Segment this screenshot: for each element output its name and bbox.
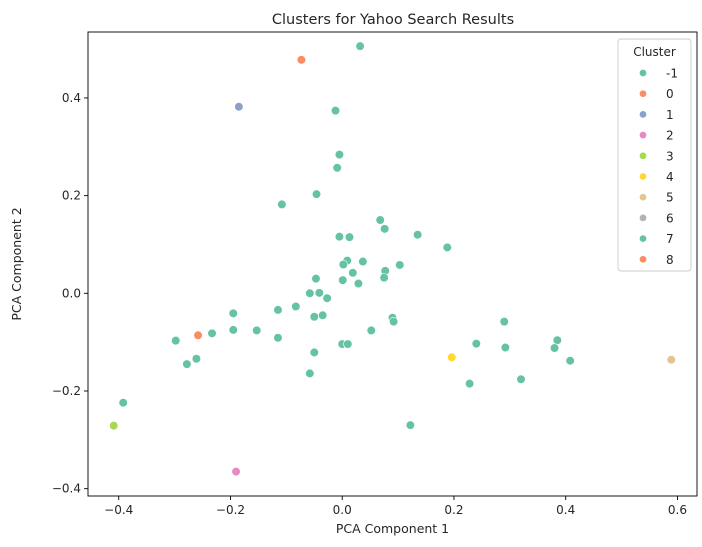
plot-area xyxy=(109,41,676,477)
data-point-cluster--1 xyxy=(465,379,475,389)
x-axis-label: PCA Component 1 xyxy=(336,521,449,536)
data-point-cluster--1 xyxy=(311,274,321,284)
data-point-cluster--1 xyxy=(314,288,324,298)
data-point-cluster--1 xyxy=(311,189,322,199)
data-point-cluster-3 xyxy=(109,421,119,431)
data-point-cluster--1 xyxy=(353,278,364,289)
data-point-cluster--1 xyxy=(277,199,287,210)
data-point-cluster--1 xyxy=(309,347,319,358)
data-point-cluster-0 xyxy=(296,55,307,65)
legend-title: Cluster xyxy=(633,45,676,59)
x-tick-label: 0.0 xyxy=(333,503,352,517)
data-point-cluster--1 xyxy=(118,398,128,408)
data-point-cluster--1 xyxy=(375,215,385,225)
chart-title: Clusters for Yahoo Search Results xyxy=(272,12,514,28)
legend-label-8: 8 xyxy=(666,253,674,267)
y-axis-label: PCA Component 2 xyxy=(9,207,24,320)
legend-label-1: 1 xyxy=(666,108,674,122)
legend-marker-5 xyxy=(639,193,647,202)
data-point-cluster--1 xyxy=(334,232,345,242)
legend-label-0: 0 xyxy=(666,87,674,101)
data-point-cluster--1 xyxy=(330,106,341,116)
data-point-cluster--1 xyxy=(322,293,332,303)
x-tick-label: −0.4 xyxy=(104,503,133,517)
data-point-cluster--1 xyxy=(291,301,301,312)
x-axis: −0.4 −0.2 0.0 0.2 0.4 0.6 xyxy=(104,496,687,517)
data-point-cluster--1 xyxy=(516,374,526,384)
legend-marker-1 xyxy=(639,110,647,119)
data-point-cluster--1 xyxy=(228,308,238,318)
data-point-cluster--1 xyxy=(499,317,509,327)
legend-marker-6 xyxy=(639,214,647,222)
data-point-cluster--1 xyxy=(379,273,389,283)
y-tick-label: 0.0 xyxy=(62,286,81,300)
data-point-cluster--1 xyxy=(273,305,283,315)
data-point-cluster--1 xyxy=(358,256,368,267)
data-point-cluster--1 xyxy=(309,312,319,322)
data-point-cluster--1 xyxy=(273,333,283,343)
data-point-cluster--1 xyxy=(380,224,390,234)
legend-marker-2 xyxy=(639,131,647,139)
legend-label-2: 2 xyxy=(666,129,674,143)
data-point-cluster--1 xyxy=(305,288,315,298)
data-point-cluster--1 xyxy=(389,317,399,327)
data-point-cluster--1 xyxy=(338,259,348,270)
data-point-cluster--1 xyxy=(565,356,575,366)
data-point-cluster--1 xyxy=(355,41,365,51)
x-tick-label: 0.6 xyxy=(668,503,687,517)
legend-marker-7 xyxy=(639,234,647,243)
data-point-cluster--1 xyxy=(334,149,345,160)
data-point-cluster--1 xyxy=(471,339,481,349)
data-point-cluster--1 xyxy=(207,328,217,338)
data-point-cluster-1 xyxy=(234,102,244,112)
data-point-cluster--1 xyxy=(305,368,315,379)
legend-marker-3 xyxy=(639,151,647,160)
data-point-cluster--1 xyxy=(552,335,562,345)
legend-marker--1 xyxy=(639,69,647,77)
data-point-cluster--1 xyxy=(500,342,510,353)
data-point-cluster--1 xyxy=(228,325,238,335)
legend-marker-8 xyxy=(639,255,647,264)
y-tick-label: 0.4 xyxy=(62,91,81,105)
legend-label-6: 6 xyxy=(666,211,674,225)
data-point-cluster-2 xyxy=(231,466,241,477)
data-point-cluster--1 xyxy=(413,230,423,240)
legend-marker-0 xyxy=(639,89,647,98)
data-point-cluster-5 xyxy=(666,355,676,365)
x-tick-label: 0.2 xyxy=(444,503,463,517)
y-tick-label: −0.2 xyxy=(52,384,81,398)
x-tick-label: −0.2 xyxy=(216,503,245,517)
data-point-cluster--1 xyxy=(343,339,353,349)
legend-label-3: 3 xyxy=(666,149,674,163)
y-axis: −0.4 −0.2 0.0 0.2 0.4 xyxy=(52,91,88,496)
legend: Cluster -1 0 1 2 3 4 5 6 7 8 xyxy=(617,38,692,272)
data-point-cluster--1 xyxy=(318,310,328,320)
data-point-cluster--1 xyxy=(332,163,342,173)
data-point-cluster--1 xyxy=(171,336,181,346)
data-point-cluster--1 xyxy=(348,268,358,278)
y-tick-label: 0.2 xyxy=(62,189,81,203)
data-point-cluster--1 xyxy=(366,325,376,336)
plot-frame xyxy=(87,31,698,497)
data-point-cluster-4 xyxy=(447,352,457,362)
data-point-cluster--1 xyxy=(405,420,415,430)
x-tick-label: 0.4 xyxy=(556,503,575,517)
legend-label--1: -1 xyxy=(666,67,678,81)
data-point-cluster--1 xyxy=(549,343,560,353)
legend-label-7: 7 xyxy=(666,232,674,246)
data-point-cluster--1 xyxy=(252,325,262,336)
y-tick-label: −0.4 xyxy=(52,482,81,496)
data-point-cluster--1 xyxy=(338,275,348,285)
data-point-cluster--1 xyxy=(182,359,192,369)
legend-frame xyxy=(617,38,692,272)
legend-marker-4 xyxy=(639,172,647,181)
data-point-cluster--1 xyxy=(344,232,355,242)
legend-label-4: 4 xyxy=(666,170,674,184)
data-point-cluster--1 xyxy=(191,354,201,364)
data-point-cluster-8 xyxy=(193,330,203,340)
legend-label-5: 5 xyxy=(666,191,674,205)
data-point-cluster--1 xyxy=(395,260,405,270)
data-point-cluster--1 xyxy=(442,242,452,252)
